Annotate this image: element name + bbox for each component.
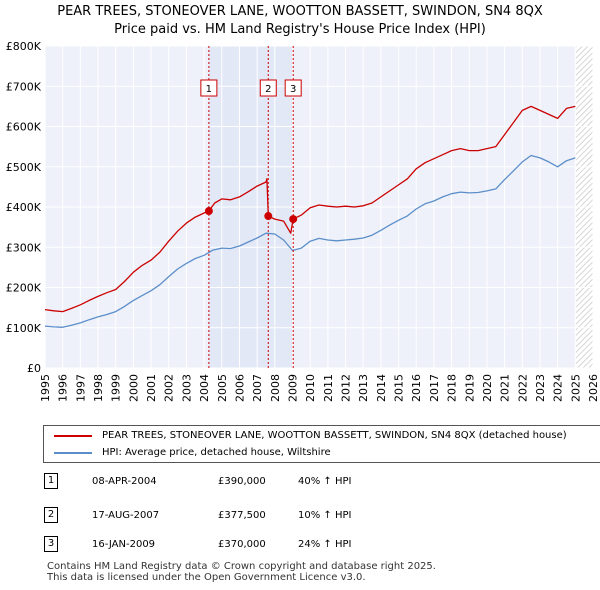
- y-tick-label: £400K: [6, 201, 42, 214]
- sale-marker-label: 3: [290, 84, 296, 95]
- sale-point: [204, 207, 213, 216]
- sale-marker-label: 2: [265, 84, 271, 95]
- sale-marker-box: [284, 79, 302, 97]
- chart-subtitle: Price paid vs. HM Land Registry's House …: [114, 22, 486, 37]
- sale-row: 2 17-AUG-2007 £377,500 10% ↑ HPI: [40, 505, 580, 527]
- legend-label-hpi: HPI: Average price, detached house, Wilt…: [102, 447, 331, 458]
- x-tick-label: 2008: [269, 374, 282, 402]
- sale-hpi-change: 40% ↑ HPI: [298, 476, 352, 487]
- x-tick-label: 1995: [39, 374, 52, 402]
- x-tick-label: 2017: [428, 374, 441, 402]
- legend-swatch-property: [54, 435, 92, 437]
- x-tick-label: 1998: [92, 374, 105, 402]
- x-tick-label: 2005: [216, 374, 229, 402]
- x-tick-label: 2020: [481, 374, 494, 402]
- x-tick-label: 2009: [286, 374, 299, 402]
- x-tick-label: 2000: [127, 374, 140, 402]
- sale-marker-box: [259, 79, 277, 97]
- legend-swatch-hpi: [54, 452, 92, 454]
- y-tick-label: £700K: [6, 80, 42, 93]
- x-tick-label: 2026: [587, 374, 600, 402]
- x-tick-label: 2012: [340, 374, 353, 402]
- x-tick-label: 1997: [74, 374, 87, 402]
- x-tick-label: 2006: [233, 374, 246, 402]
- x-tick-label: 2018: [446, 374, 459, 402]
- sale-row: 1 08-APR-2004 £390,000 40% ↑ HPI: [40, 471, 580, 493]
- sale-hpi-change: 24% ↑ HPI: [298, 539, 352, 550]
- sale-row: 3 16-JAN-2009 £370,000 24% ↑ HPI: [40, 534, 580, 556]
- sale-number-badge: 2: [44, 507, 58, 523]
- sale-point: [264, 212, 273, 221]
- sale-marker-box: [200, 79, 218, 97]
- y-tick-label: £100K: [6, 322, 42, 335]
- x-tick-label: 2010: [304, 374, 317, 402]
- x-tick-label: 2014: [375, 374, 388, 402]
- x-tick-label: 2022: [516, 374, 529, 402]
- x-tick-label: 2023: [534, 374, 547, 402]
- y-tick-label: £800K: [6, 40, 42, 53]
- sale-price: £390,000: [218, 476, 266, 487]
- sale-price: £377,500: [218, 510, 266, 521]
- x-tick-label: 2015: [393, 374, 406, 402]
- x-tick-label: 2011: [322, 374, 335, 402]
- x-tick-label: 2025: [569, 374, 582, 402]
- sale-hpi-change: 10% ↑ HPI: [298, 510, 352, 521]
- y-tick-label: £200K: [6, 282, 42, 295]
- sale-date: 16-JAN-2009: [92, 539, 156, 550]
- x-tick-label: 2002: [163, 374, 176, 402]
- x-tick-label: 2024: [552, 374, 565, 402]
- x-tick-label: 2003: [180, 374, 193, 402]
- price-chart: 1 2 3 £0 £100K £200K £300K £400K £500K £600K £700…: [6, 40, 600, 402]
- x-tick-label: 1996: [57, 374, 70, 402]
- x-tick-label: 2007: [251, 374, 264, 402]
- y-tick-label: £300K: [6, 241, 42, 254]
- footer-attribution: Contains HM Land Registry data © Crown c…: [47, 561, 587, 583]
- y-tick-label: £600K: [6, 121, 42, 134]
- x-tick-label: 2001: [145, 374, 158, 402]
- sale-point: [289, 215, 298, 224]
- x-tick-label: 2013: [357, 374, 370, 402]
- y-tick-label: £500K: [6, 161, 42, 174]
- y-tick-label: £0: [27, 362, 41, 375]
- chart-title: PEAR TREES, STONEOVER LANE, WOOTTON BASS…: [57, 4, 543, 19]
- x-tick-label: 2016: [410, 374, 423, 402]
- x-tick-label: 2019: [463, 374, 476, 402]
- chart-title-block: PEAR TREES, STONEOVER LANE, WOOTTON BASS…: [0, 3, 600, 39]
- sale-number-badge: 1: [44, 473, 58, 489]
- sale-date: 08-APR-2004: [92, 476, 157, 487]
- legend: PEAR TREES, STONEOVER LANE, WOOTTON BASS…: [43, 425, 600, 463]
- hpi-line: [44, 154, 576, 328]
- sale-marker-label: 1: [206, 84, 212, 95]
- sale-date: 17-AUG-2007: [92, 510, 160, 521]
- x-tick-label: 2021: [499, 374, 512, 402]
- legend-label-property: PEAR TREES, STONEOVER LANE, WOOTTON BASS…: [102, 430, 567, 441]
- footer-line-copyright: Contains HM Land Registry data © Crown c…: [47, 561, 436, 572]
- x-tick-label: 1999: [110, 374, 123, 402]
- sale-number-badge: 3: [44, 536, 58, 552]
- footer-line-licence: This data is licensed under the Open Gov…: [47, 572, 366, 583]
- sale-price: £370,000: [218, 539, 266, 550]
- x-tick-label: 2004: [198, 374, 211, 402]
